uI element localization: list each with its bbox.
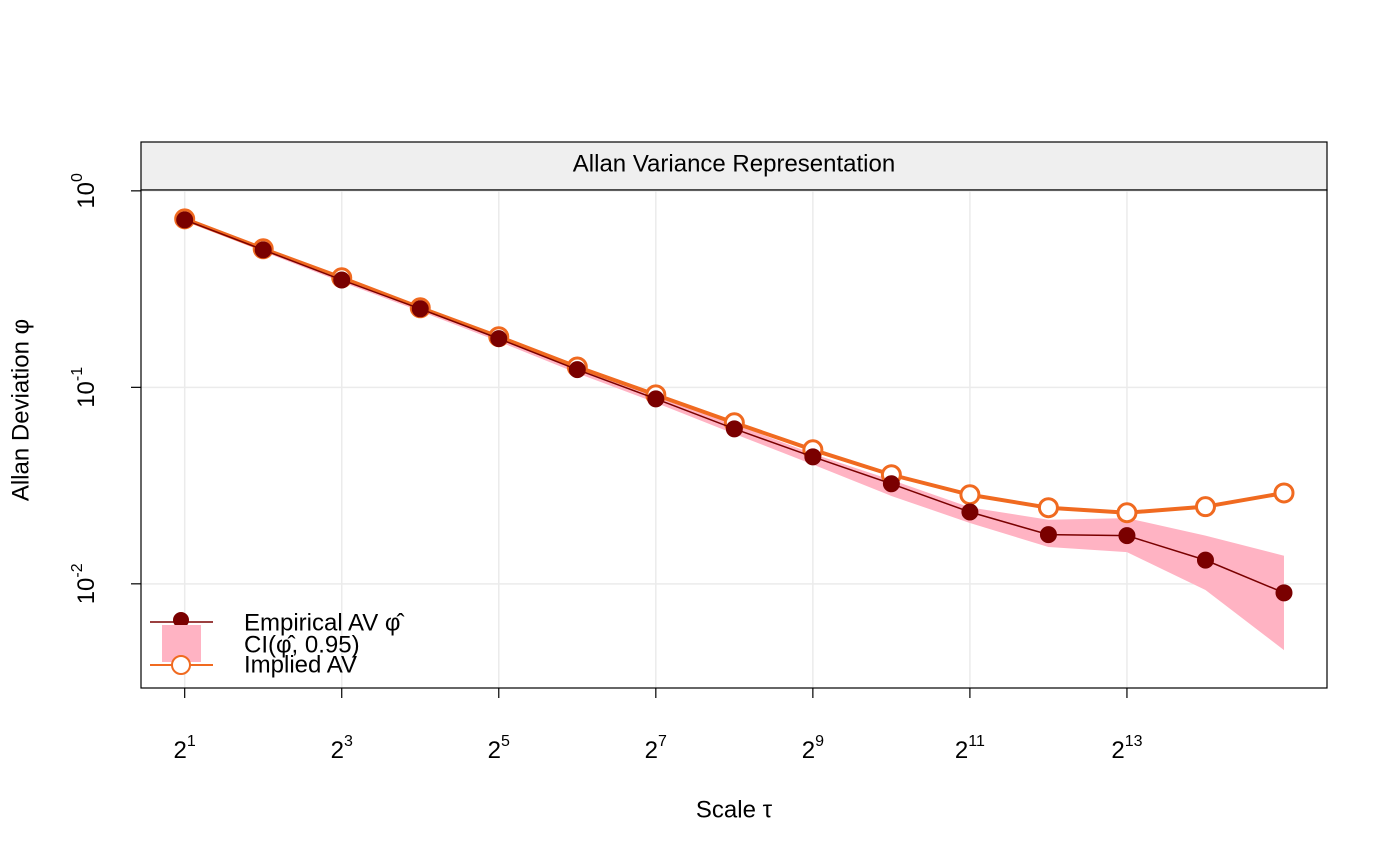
x-tick-label-exp: 1 (187, 733, 196, 750)
point (959, 484, 981, 506)
point (882, 475, 900, 493)
y-tick-label-exp: 0 (69, 173, 86, 182)
x-tick-label: 23 (331, 733, 353, 764)
plot-frame (140, 189, 1328, 689)
legend-marker (173, 612, 189, 628)
point (1273, 482, 1295, 504)
x-tick-label: 25 (488, 733, 510, 764)
point (254, 241, 272, 259)
legend-marker (171, 655, 191, 675)
x-tick-label: 29 (802, 733, 824, 764)
ci-band (184, 218, 1284, 651)
point (411, 300, 429, 318)
y-tick-label-exp: -1 (69, 367, 86, 381)
series-line (183, 217, 1285, 515)
x-tick-label-exp: 13 (1125, 733, 1143, 750)
point (568, 361, 586, 379)
point (1275, 584, 1293, 602)
x-tick-label: 21 (174, 733, 196, 764)
point (176, 211, 194, 229)
x-axis-label: Scale τ (696, 796, 773, 823)
x-tick-label-exp: 3 (344, 733, 353, 750)
point (333, 271, 351, 289)
x-tick-label-exp: 7 (658, 733, 667, 750)
x-tick-label-base: 2 (1111, 737, 1124, 764)
chart-title: Allan Variance Representation (573, 150, 895, 177)
x-tick-label-base: 2 (645, 737, 658, 764)
point (647, 390, 665, 408)
x-tick-label-exp: 9 (815, 733, 824, 750)
x-tick-label-base: 2 (955, 737, 968, 764)
y-tick-label-base: 10 (73, 381, 100, 408)
x-tick-label-base: 2 (488, 737, 501, 764)
y-tick-label-base: 10 (73, 182, 100, 209)
x-tick-label-base: 2 (802, 737, 815, 764)
point (1037, 497, 1059, 519)
strip (140, 141, 1328, 191)
legend-label: Implied AV (244, 651, 357, 678)
point (1194, 496, 1216, 518)
point (804, 448, 822, 466)
y-tick-label-exp: -2 (69, 563, 86, 577)
x-tick-label: 27 (645, 733, 667, 764)
legend-label: Empirical AV φ̂ (244, 609, 404, 636)
x-tick-label: 211 (955, 733, 985, 764)
x-tick-label-exp: 5 (501, 733, 510, 750)
x-tick-label-base: 2 (174, 737, 187, 764)
point (1196, 551, 1214, 569)
point (1039, 526, 1057, 544)
point (961, 503, 979, 521)
point (1116, 502, 1138, 524)
x-tick-label-base: 2 (331, 737, 344, 764)
y-axis-label: Allan Deviation φ (7, 319, 34, 501)
y-tick-label-base: 10 (73, 578, 100, 605)
y-tick-label: 10-2 (69, 563, 100, 604)
x-tick-label-exp: 11 (968, 733, 985, 750)
y-tick-label: 10-1 (69, 367, 100, 408)
point (1118, 527, 1136, 545)
point (725, 420, 743, 438)
point (490, 330, 508, 348)
x-tick-label: 213 (1111, 733, 1142, 764)
legend-label: CI(φ̂, 0.95) (244, 631, 360, 658)
y-tick-label: 100 (69, 173, 100, 209)
